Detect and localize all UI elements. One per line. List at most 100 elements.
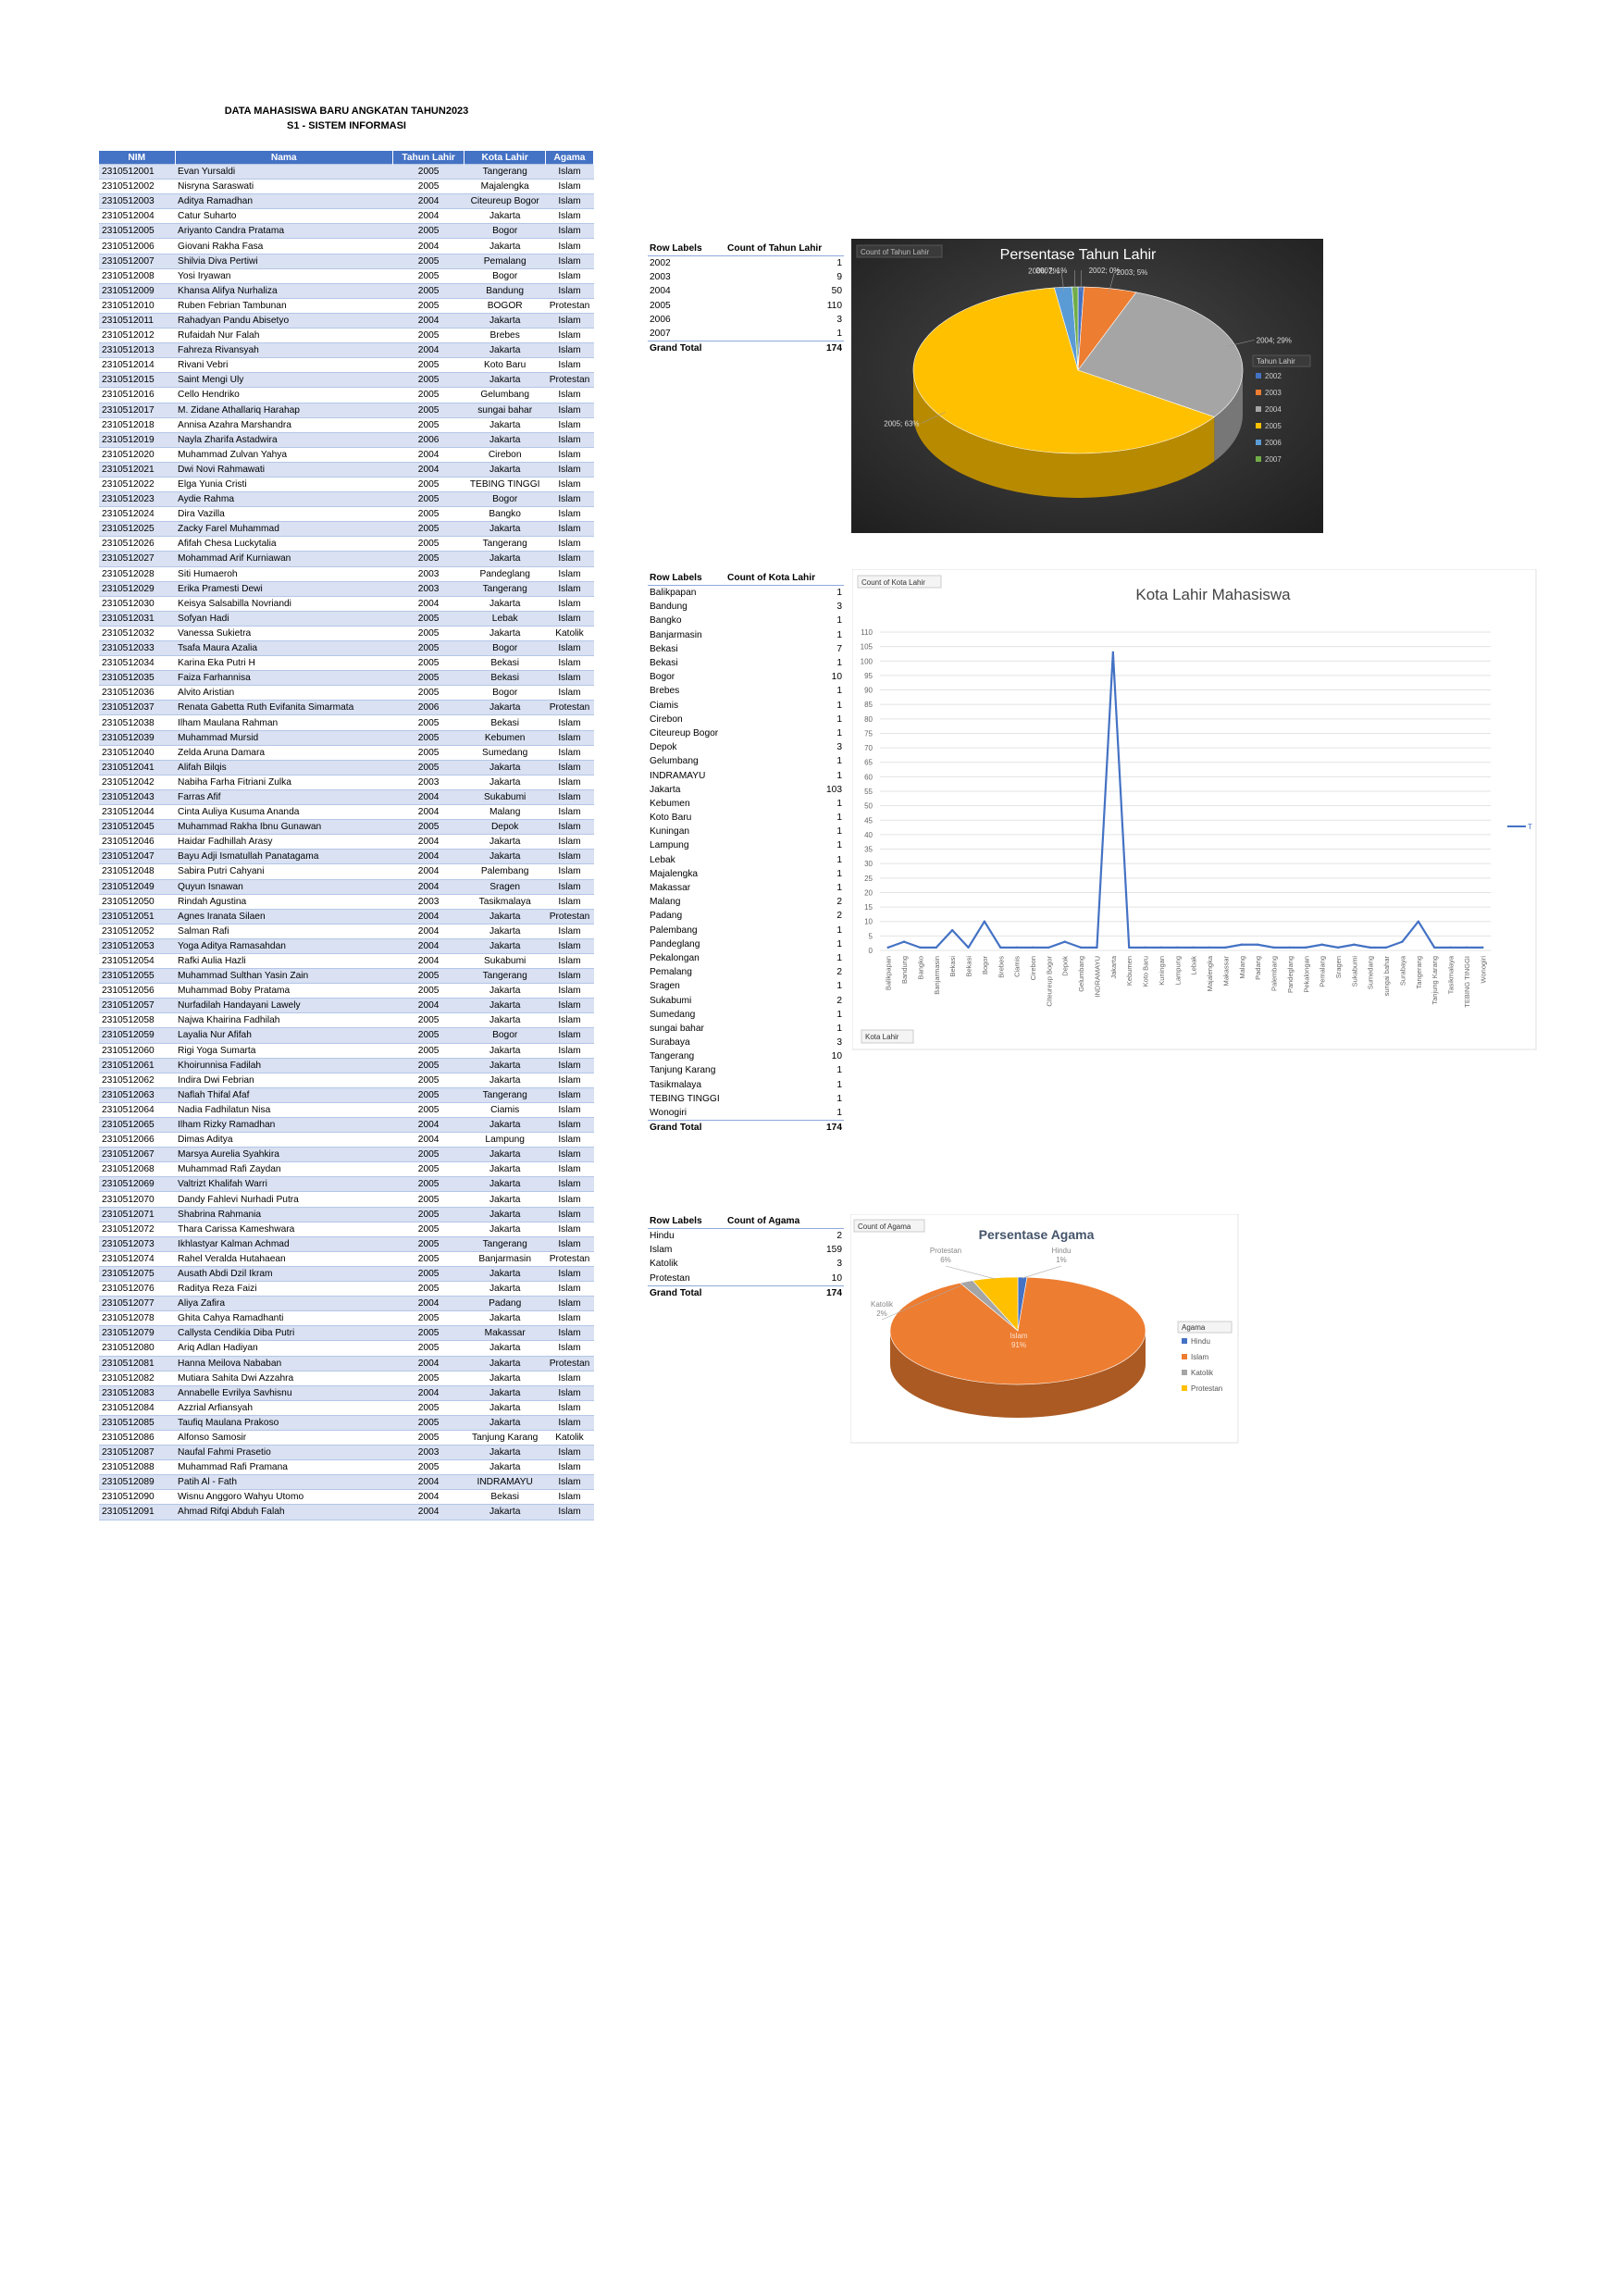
tahun-lahir-cell[interactable]: 2005 [417,360,440,371]
tahun-lahir-cell[interactable]: 2005 [417,1284,440,1295]
tahun-lahir-cell[interactable]: 2005 [417,539,440,550]
tahun-lahir-cell[interactable]: 2004 [392,849,465,864]
kota-lahir-cell[interactable]: Jakarta [464,1147,546,1162]
pivot-label-cell[interactable]: Koto Baru [650,813,692,824]
tahun-lahir-cell[interactable]: 2005 [392,760,465,776]
tahun-lahir-cell[interactable]: 2004 [392,462,465,478]
pivot-row[interactable]: Padang 2 [648,909,844,923]
pivot-row[interactable]: INDRAMAYU 1 [648,768,844,782]
nama-cell[interactable]: Thara Carissa Kameshwara [178,1223,295,1235]
agama-cell[interactable]: Islam [558,539,581,550]
agama-cell[interactable]: Islam [545,283,594,299]
pie-slice-2005[interactable] [912,287,1215,454]
agama-cell[interactable]: Islam [545,760,594,776]
agama-cell[interactable]: Islam [558,1135,581,1146]
nama-cell[interactable]: Quyun Isnawan [175,879,393,895]
pivot-value-cell[interactable]: 50 [831,286,842,297]
tahun-lahir-cell[interactable]: 2004 [392,938,465,954]
data-point[interactable] [886,946,889,949]
pivot-value-cell[interactable]: 1 [836,952,842,963]
agama-cell[interactable]: Islam [558,1164,581,1175]
pivot-row[interactable]: Gelumbang 1 [648,754,844,768]
agama-cell[interactable]: Islam [545,1027,594,1044]
kota-lahir-cell[interactable]: Jakarta [464,342,546,358]
nim-cell[interactable]: 2310512084 [102,1402,155,1413]
table-row[interactable]: 2310512078 Ghita Cahya Ramadhanti 2005 Jaka… [99,1311,594,1326]
nim-cell[interactable]: 2310512040 [102,747,155,758]
nim-cell[interactable]: 2310512042 [102,776,155,788]
agama-cell[interactable]: Islam [545,819,594,835]
table-row[interactable]: 2310512003 Aditya Ramadhan 2004 Citeureup B… [99,193,594,209]
tahun-lahir-cell[interactable]: 2004 [392,1474,465,1490]
nim-cell[interactable]: 2310512031 [99,611,176,627]
tahun-lahir-cell[interactable]: 2005 [392,164,465,180]
kota-lahir-cell[interactable]: BOGOR [487,300,523,311]
pivot-label-cell[interactable]: Jakarta [650,784,681,795]
nim-cell[interactable]: 2310512048 [102,866,155,877]
nim-cell[interactable]: 2310512012 [102,330,155,341]
nama-cell[interactable]: Aydie Rahma [175,491,393,507]
kota-lahir-cell[interactable]: Jakarta [464,313,546,329]
table-row[interactable]: 2310512024 Dira Vazilla 2005 Bangko Islam [99,507,594,522]
table-row[interactable]: 2310512004 Catur Suharto 2004 Jakarta Islam [99,209,594,224]
table-row[interactable]: 2310512009 Khansa Alifya Nurhaliza 2005 Ban… [99,283,594,299]
table-row[interactable]: 2310512027 Mohammad Arif Kurniawan 2005 Jak… [99,551,594,567]
agama-cell[interactable]: Islam [545,1504,594,1520]
agama-cell[interactable]: Islam [545,1147,594,1162]
tahun-lahir-cell[interactable]: 2005 [417,270,440,281]
pivot-row[interactable]: Lampung 1 [648,838,844,852]
kota-lahir-cell[interactable]: Jakarta [489,1194,521,1205]
agama-cell[interactable]: Islam [558,807,581,818]
pivot-row[interactable]: Tangerang 10 [648,1049,844,1063]
pivot-row[interactable]: Lebak 1 [648,853,844,867]
agama-cell[interactable]: Islam [545,1087,594,1103]
pivot-row[interactable]: Ciamis 1 [648,699,844,713]
nama-cell[interactable]: Rafki Aulia Hazli [178,956,246,967]
tahun-lahir-cell[interactable]: 2004 [417,866,440,877]
column-header[interactable]: Nama [175,151,393,165]
kota-lahir-cell[interactable]: Sukabumi [484,956,527,967]
kota-lahir-cell[interactable]: Jakarta [464,1266,546,1282]
agama-cell[interactable]: Islam [558,1284,581,1295]
pivot-row[interactable]: Tasikmalaya 1 [648,1078,844,1092]
pivot-label-cell[interactable]: Gelumbang [650,756,699,767]
data-point[interactable] [1111,651,1115,654]
pivot-label-cell[interactable]: Grand Total [648,341,725,356]
tahun-lahir-cell[interactable]: 2005 [417,1462,440,1473]
nama-cell[interactable]: Vanessa Sukietra [178,627,252,639]
pivot-label-cell[interactable]: Sragen [650,981,680,992]
kota-lahir-cell[interactable]: Bogor [464,491,546,507]
pivot-label-cell[interactable]: Sukabumi [650,995,692,1006]
nim-cell[interactable]: 2310512076 [102,1284,155,1295]
data-point[interactable] [1449,946,1452,949]
table-row[interactable]: 2310512022 Elga Yunia Cristi 2005 TEBING TI… [99,477,594,492]
tahun-lahir-cell[interactable]: 2005 [392,730,465,746]
tahun-lahir-cell[interactable]: 2004 [392,1117,465,1133]
kota-lahir-cell[interactable]: sungai bahar [464,403,546,418]
table-row[interactable]: 2310512074 Rahel Veralda Hutahaean 2005 Ban… [99,1251,594,1267]
field-button-tahun[interactable] [856,244,943,258]
tahun-lahir-cell[interactable]: 2004 [392,342,465,358]
kota-lahir-cell[interactable]: Lebak [464,611,546,627]
agama-cell[interactable]: Katolik [555,1433,584,1444]
nama-cell[interactable]: Alvito Aristian [178,688,235,699]
nim-cell[interactable]: 2310512077 [99,1296,176,1311]
nama-cell[interactable]: Dwi Novi Rahmawati [175,462,393,478]
agama-cell[interactable]: Islam [558,1343,581,1354]
nim-cell[interactable]: 2310512079 [99,1325,176,1341]
table-row[interactable]: 2310512014 Rivani Vebri 2005 Koto Baru Islam [99,358,594,373]
agama-cell[interactable]: Islam [558,360,581,371]
pivot-value-cell[interactable]: 1 [836,700,842,711]
data-point[interactable] [1384,946,1388,949]
pivot-label-cell[interactable]: Balikpapan [650,588,697,599]
nama-cell[interactable]: Dimas Aditya [178,1135,233,1146]
kota-lahir-cell[interactable]: Bogor [464,640,546,656]
table-row[interactable]: 2310512086 Alfonso Samosir 2005 Tanjung Kar… [99,1430,594,1446]
agama-cell[interactable]: Islam [558,449,581,460]
agama-cell[interactable]: Islam [545,254,594,269]
nama-cell[interactable]: Sofyan Hadi [175,611,393,627]
pivot-row[interactable]: Bekasi 7 [648,642,844,656]
pivot-label-cell[interactable]: 2007 [650,329,671,340]
agama-cell[interactable]: Protestan [545,372,594,388]
agama-cell[interactable]: Islam [545,193,594,209]
